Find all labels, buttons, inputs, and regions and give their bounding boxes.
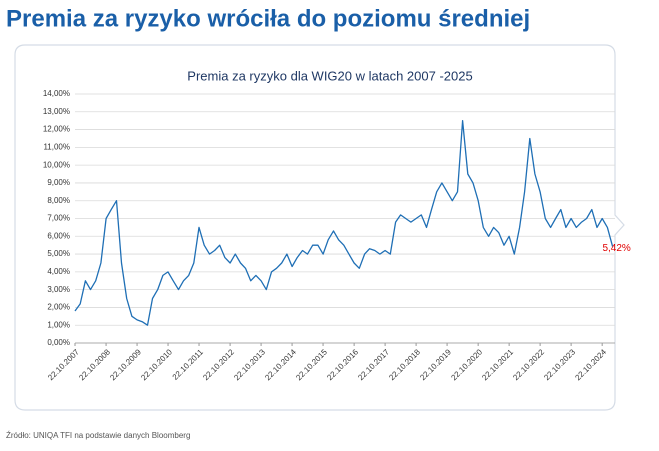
annotation: 5,42%	[602, 243, 630, 254]
y-tick-label: 7,00%	[47, 214, 70, 223]
headline: Premia za ryzyko wróciła do poziomu śred…	[6, 5, 530, 32]
y-tick-label: 13,00%	[43, 107, 70, 116]
chart-frame	[14, 44, 625, 411]
source: Źródło: UNIQA TFI na podstawie danych Bl…	[6, 431, 190, 440]
y-tick-label: 3,00%	[47, 285, 70, 294]
y-tick-label: 9,00%	[47, 178, 70, 187]
y-tick-label: 0,00%	[47, 338, 70, 347]
y-tick-label: 12,00%	[43, 125, 70, 134]
y-tick-label: 4,00%	[47, 267, 70, 276]
y-tick-label: 10,00%	[43, 160, 70, 169]
chart-title: Premia za ryzyko dla WIG20 w latach 2007…	[187, 68, 472, 83]
y-tick-label: 1,00%	[47, 320, 70, 329]
y-tick-label: 14,00%	[43, 89, 70, 98]
y-tick-label: 8,00%	[47, 196, 70, 205]
y-tick-label: 11,00%	[43, 142, 70, 151]
series-line	[74, 120, 614, 326]
y-tick-label: 2,00%	[47, 303, 70, 312]
y-tick-label: 6,00%	[47, 231, 70, 240]
y-tick-label: 5,00%	[47, 249, 70, 258]
